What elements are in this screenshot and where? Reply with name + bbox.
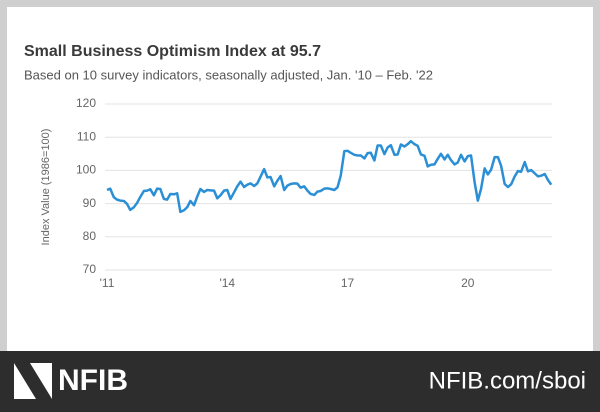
series-line [106,139,553,214]
plot: 70 80 90 100 110 120 '11 '14 17 20 [76,96,553,290]
y-tick-label: 80 [83,229,97,243]
y-tick-label: 70 [83,262,97,276]
logo-slash [14,363,52,399]
y-tick-label: 120 [76,96,96,110]
chart-subtitle: Based on 10 survey indicators, seasonall… [24,67,433,82]
footer-url: NFIB.com/sboi [429,367,586,394]
x-tick-label: '14 [219,276,235,290]
footer-band [0,351,600,412]
footer-logo: NFIB [58,364,128,397]
y-tick-label: 110 [77,129,96,143]
y-tick-label: 100 [76,163,96,177]
x-tick-label: '11 [100,276,115,290]
x-tick-label: 17 [341,276,355,290]
chart-title: Small Business Optimism Index at 95.7 [24,43,321,60]
y-axis-label: Index Value (1986=100) [40,129,52,246]
panel [7,7,593,351]
x-tick-label: 20 [461,276,475,290]
y-tick-label: 90 [83,196,97,210]
logo-icon [14,363,52,399]
